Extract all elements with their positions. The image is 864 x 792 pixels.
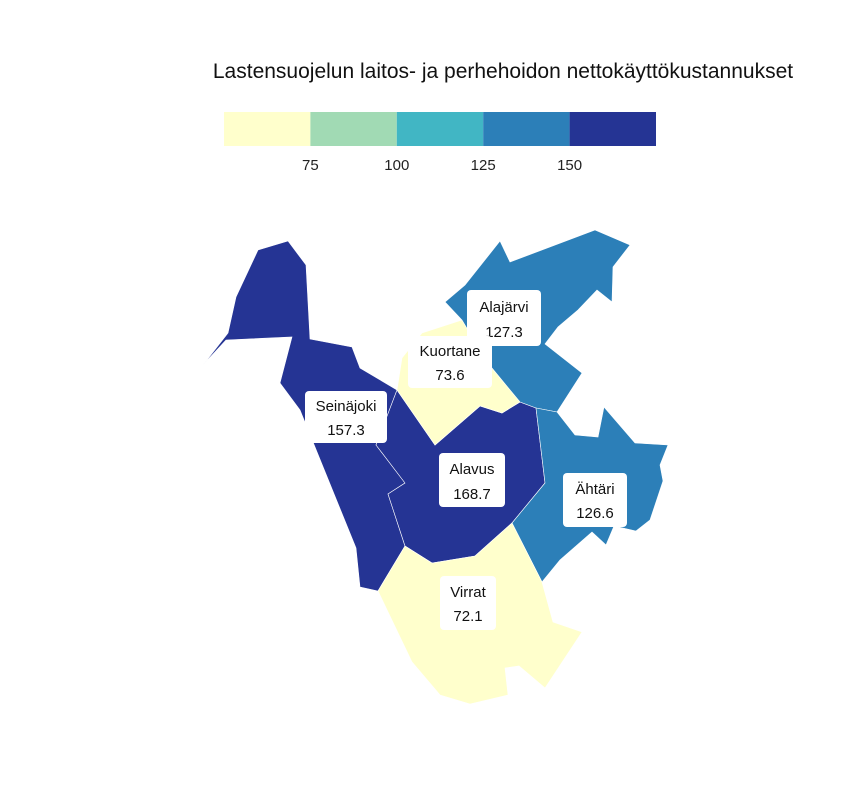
region-value: 72.1 [453,608,482,625]
region-value: 73.6 [435,367,464,384]
region-name: Ähtäri [575,481,614,498]
map-title: Lastensuojelun laitos- ja perhehoidon ne… [213,60,793,83]
region-label-seinajoki: Seinäjoki 157.3 [305,391,387,443]
region-name: Seinäjoki [316,398,377,415]
label-box [563,473,627,527]
legend-bin-2 [310,112,397,146]
legend-tick-125: 125 [471,157,496,174]
region-label-alajarvi: Alajärvi 127.3 [467,290,541,346]
label-box [305,391,387,443]
label-box [467,290,541,346]
legend-bin-4 [483,112,570,146]
legend-tick-100: 100 [384,157,409,174]
region-value: 126.6 [576,505,614,522]
region-seinajoki[interactable] [202,240,406,592]
legend-bin-5 [569,112,656,146]
region-label-alavus: Alavus 168.7 [439,453,505,507]
region-label-virrat: Virrat 72.1 [440,576,496,630]
legend-bin-3 [396,112,484,146]
region-value: 168.7 [453,486,491,503]
label-box [439,453,505,507]
map-regions [202,229,669,705]
region-value: 127.3 [485,324,523,341]
legend-tick-75: 75 [302,157,319,174]
label-box [440,576,496,630]
region-label-kuortane: Kuortane 73.6 [408,336,492,388]
region-name: Alavus [449,461,494,478]
label-box [408,336,492,388]
region-labels: Alajärvi 127.3 Kuortane 73.6 Seinäjoki 1… [305,290,627,630]
legend-bin-1 [224,112,311,146]
region-name: Alajärvi [479,299,528,316]
region-name: Kuortane [420,343,481,360]
region-value: 157.3 [327,422,365,439]
legend-tick-150: 150 [557,157,582,174]
color-legend: 75 100 125 150 [224,112,656,174]
region-label-ahtari: Ähtäri 126.6 [563,473,627,527]
region-name: Virrat [450,584,486,601]
